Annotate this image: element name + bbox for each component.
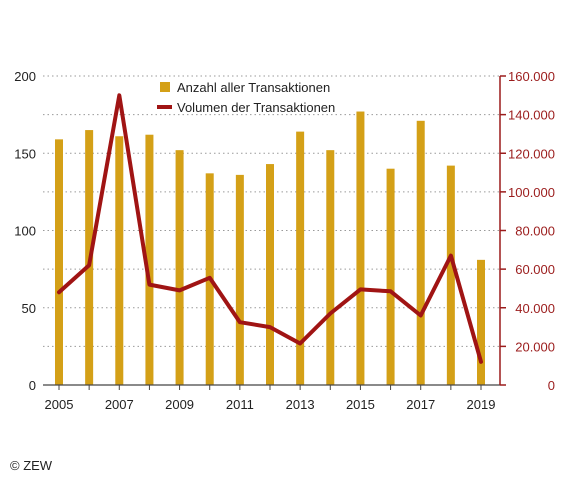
bar [266,164,274,385]
bar [356,111,365,385]
legend-swatch-bar [160,82,170,92]
x-axis-tick-label: 2017 [406,397,435,412]
bar [446,165,455,385]
right-axis-tick-label: 80.000 [515,224,555,239]
legend-label-bar: Anzahl aller Transaktionen [177,80,330,95]
x-axis-tick-label: 2009 [165,397,194,412]
right-axis-tick-label: 60.000 [515,262,555,277]
x-axis-tick-label: 2015 [346,397,375,412]
legend-label-line: Volumen der Transaktionen [177,100,335,115]
bar [55,139,63,385]
bar [326,150,335,385]
bar [416,120,425,386]
left-axis-tick-label: 100 [14,224,36,239]
left-axis-tick-label: 150 [14,146,36,161]
x-axis-tick-label: 2019 [467,397,496,412]
x-axis-tick-label: 2005 [45,397,74,412]
x-axis-tick-label: 2013 [286,397,315,412]
x-axis-tick-label: 2011 [226,397,254,412]
bar [235,174,244,385]
right-axis-tick-label: 120.000 [508,146,555,161]
right-axis-tick-label: 140.000 [508,108,555,123]
right-axis-tick-label: 40.000 [515,301,555,316]
bar [115,136,124,385]
x-axis-tick-label: 2007 [105,397,134,412]
bar [175,150,184,385]
bar [386,168,395,385]
right-axis-tick-label: 0 [548,378,555,393]
left-axis-tick-label: 0 [29,378,36,393]
right-axis-tick-label: 100.000 [508,185,555,200]
bar [296,131,305,385]
right-axis-tick-label: 20.000 [515,339,555,354]
copyright-text: © ZEW [10,458,53,473]
volume-line [57,93,483,364]
bar [477,259,485,385]
left-axis-tick-label: 200 [14,69,36,84]
right-axis-tick-label: 160.000 [508,69,555,84]
bar [145,134,154,385]
left-axis-tick-label: 50 [22,301,36,316]
